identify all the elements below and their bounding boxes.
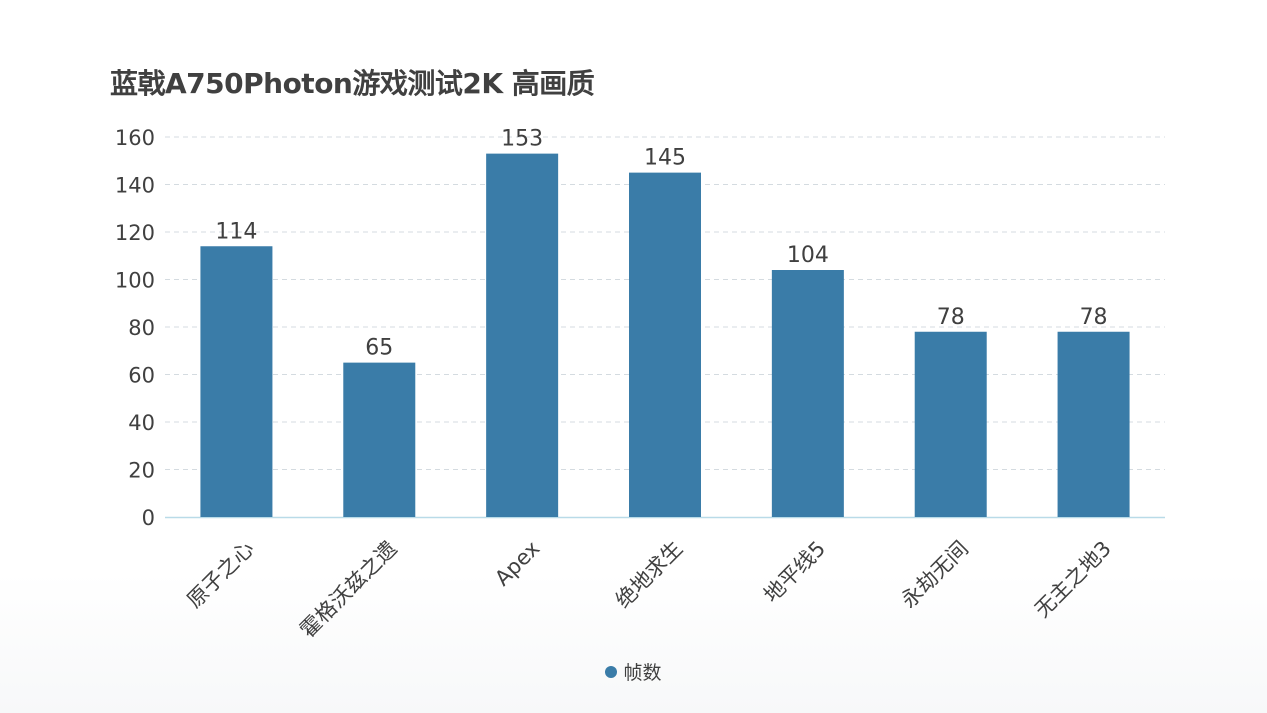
y-tick-label: 60	[128, 364, 155, 388]
y-tick-label: 120	[115, 221, 155, 245]
legend-label: 帧数	[623, 662, 662, 684]
y-tick-label: 20	[128, 459, 155, 483]
legend-marker	[605, 665, 618, 678]
chart-title: 蓝戟A750Photon游戏测试2K 高画质	[110, 67, 595, 100]
data-label: 78	[1080, 305, 1108, 330]
data-label: 104	[787, 243, 829, 268]
bar	[343, 362, 416, 517]
data-label: 65	[365, 336, 393, 361]
x-tick-label: 原子之心	[182, 536, 258, 612]
data-label: 153	[501, 127, 543, 152]
x-tick-label: Apex	[490, 536, 544, 590]
bar	[914, 331, 987, 517]
chart-legend: 帧数	[0, 658, 1267, 685]
bar	[629, 172, 701, 517]
y-tick-label: 160	[115, 126, 155, 150]
data-label: 114	[215, 219, 257, 244]
y-tick-label: 140	[115, 174, 155, 198]
x-tick-label: 霍格沃兹之遗	[296, 536, 402, 642]
bar	[486, 153, 559, 517]
bar	[1057, 331, 1130, 517]
background-fade	[0, 573, 1267, 713]
x-tick-label: 永劫无间	[897, 536, 973, 612]
y-tick-label: 40	[128, 411, 155, 435]
x-tick-label: 无主之地3	[1030, 536, 1116, 622]
bar	[200, 246, 273, 517]
y-tick-label: 0	[142, 506, 155, 530]
x-tick-label: 地平线5	[759, 536, 830, 607]
data-label: 145	[644, 146, 686, 171]
bar	[771, 270, 844, 517]
x-tick-label: 绝地求生	[611, 536, 687, 612]
y-tick-label: 100	[115, 269, 155, 293]
y-tick-label: 80	[128, 316, 155, 340]
data-label: 78	[937, 305, 965, 330]
